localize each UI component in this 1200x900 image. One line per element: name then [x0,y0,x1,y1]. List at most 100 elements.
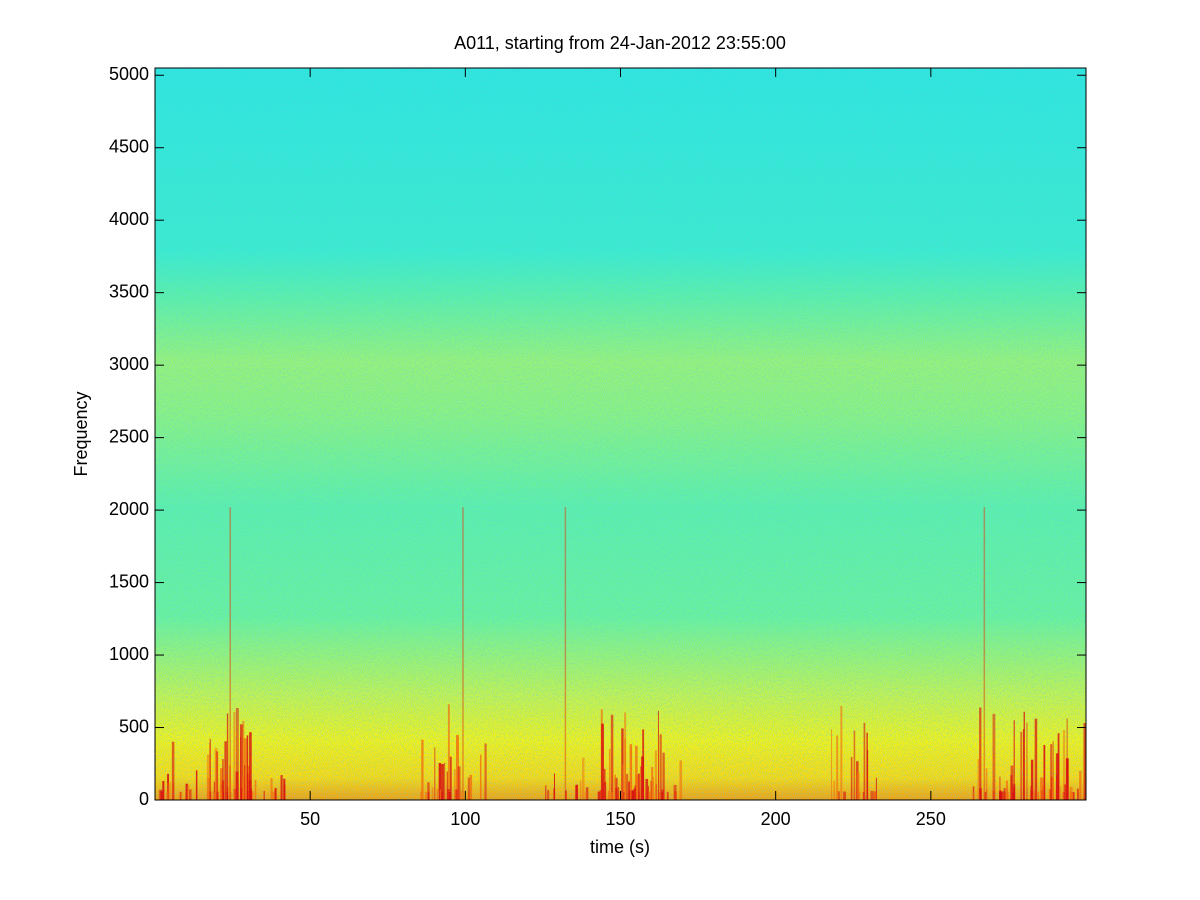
spectrogram-burst [213,781,216,800]
spectrogram-burst [628,790,631,800]
spectrogram-burst [837,791,840,800]
spectrogram-burst [637,791,640,800]
spectrogram-burst [235,771,239,800]
spectrogram-burst [1010,775,1013,800]
spectrogram-burst [547,790,550,800]
spectrogram-burst [1052,741,1054,800]
spectrogram-burst [283,784,286,800]
spectrogram-noise [155,68,1086,800]
spectrogram-burst [545,785,547,800]
chart-title: A011, starting from 24-Jan-2012 23:55:00 [454,33,786,53]
spectrogram-burst [580,780,582,800]
spectrogram-burst [585,787,589,800]
spectrogram-burst [449,756,452,800]
spectrogram-burst [441,763,444,800]
spectrogram-burst [985,768,988,800]
spectrogram-burst [160,791,163,800]
spectrogram-burst [436,789,439,800]
spectrogram-burst [242,720,245,800]
spectrogram-burst [1055,753,1059,800]
spectrogram-burst [434,747,436,800]
spectrogram-burst [1092,780,1094,800]
spectrogram-burst [630,790,634,800]
spectrogram-burst [640,766,642,800]
x-tick-label: 150 [605,809,635,829]
spectrogram-burst [1070,791,1073,800]
spectrogram-burst [607,790,610,800]
spectrogram-streak [229,507,231,800]
spectrogram-burst [645,778,649,800]
spectrogram-burst [1043,744,1046,800]
spectrogram-burst [977,759,979,800]
spectrogram-burst [679,760,683,800]
spectrogram-burst [1020,731,1023,800]
y-tick-label: 1000 [109,644,149,664]
spectrogram-burst [222,759,224,800]
spectrogram-streak [462,507,464,800]
spectrogram-burst [1059,785,1061,800]
spectrogram-burst [654,750,658,800]
spectrogram-burst [460,790,462,800]
spectrogram-burst [454,789,458,800]
spectrogram-streak [564,507,567,800]
spectrogram-burst [226,791,228,800]
spectrogram-burst [853,730,856,800]
spectrogram-burst [657,710,659,800]
spectrogram-burst [1062,730,1066,800]
x-axis-label: time (s) [590,837,650,857]
y-tick-label: 3500 [109,281,149,301]
spectrogram-burst [658,791,660,800]
x-tick-label: 50 [300,809,320,829]
spectrogram-burst [999,776,1001,800]
spectrogram-burst [152,707,154,800]
spectrogram-burst [1089,792,1092,800]
spectrogram-burst [271,791,274,800]
spectrogram-burst [659,734,662,800]
spectrogram-burst [439,789,443,800]
spectrogram-burst [1006,791,1010,800]
spectrogram-streak [983,507,986,800]
spectrogram-burst [1026,722,1028,800]
spectrogram-burst [603,768,606,800]
spectrogram-burst [1086,750,1088,800]
spectrogram-burst [870,790,874,800]
spectrogram-burst [421,739,424,800]
spectrogram-burst [615,787,618,800]
x-tick-label: 100 [450,809,480,829]
spectrogram-burst [206,754,210,800]
spectrogram-burst [635,745,638,800]
spectrogram-burst [206,791,210,800]
spectrogram-burst [610,714,614,800]
spectrogram-burst [630,747,632,800]
y-tick-label: 5000 [109,64,149,84]
spectrogram-burst [641,756,644,800]
spectrogram-burst [662,752,665,800]
spectrogram-burst [273,790,275,800]
spectrogram-burst [162,780,165,800]
x-tick-label: 200 [761,809,791,829]
spectrogram-burst [479,754,482,800]
spectrogram-burst [992,713,996,800]
spectrogram-burst [666,791,669,800]
spectrogram-burst [263,790,265,800]
spectrogram-burst [856,772,860,800]
spectrogram-burst [830,729,833,800]
spectrogram-burst [1072,791,1075,800]
spectrogram-burst [647,786,650,800]
spectrogram-burst [610,791,614,800]
y-tick-label: 4500 [109,136,149,156]
spectrogram-burst [1063,791,1065,800]
spectrogram-burst [584,791,588,800]
spectrogram-burst [833,780,836,800]
spectrogram-burst [840,706,843,800]
y-tick-label: 0 [139,789,149,809]
spectrogram-burst [553,773,555,800]
spectrogram-burst [209,738,211,800]
spectrogram-burst [180,791,182,800]
spectrogram-burst [635,775,639,800]
spectrogram-burst [648,791,652,800]
spectrogram-burst [850,757,853,800]
spectrogram-burst [1033,790,1036,800]
spectrogram-burst [242,776,244,800]
